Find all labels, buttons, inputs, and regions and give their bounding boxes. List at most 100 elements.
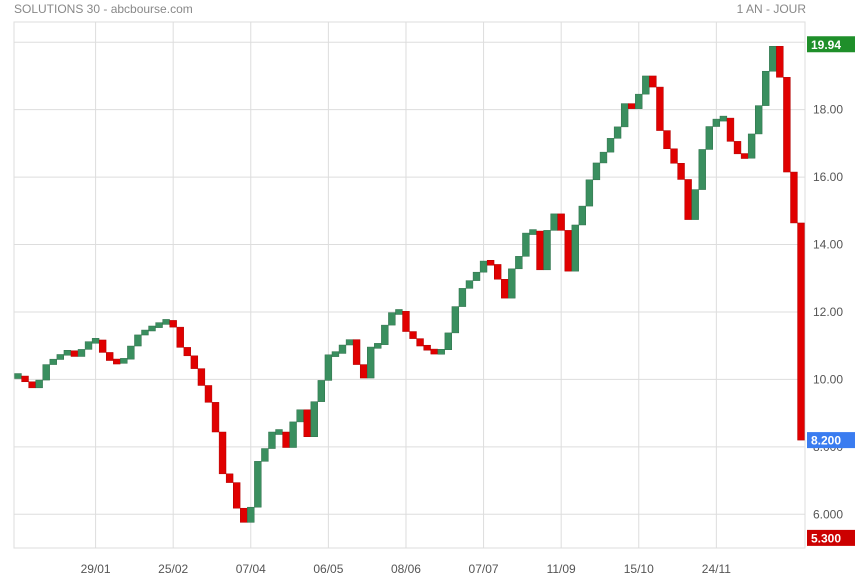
up-block xyxy=(345,339,354,346)
up-block xyxy=(754,105,763,135)
up-block xyxy=(769,46,777,72)
up-block xyxy=(324,354,333,381)
up-block xyxy=(91,338,100,344)
up-block xyxy=(381,324,389,345)
up-block xyxy=(747,133,756,159)
down-block xyxy=(416,338,424,347)
up-block xyxy=(458,288,467,307)
up-block xyxy=(592,162,601,181)
down-block xyxy=(797,222,805,441)
down-block xyxy=(176,326,184,348)
down-block xyxy=(402,311,410,332)
up-block xyxy=(395,309,403,315)
up-block xyxy=(268,431,276,449)
low-price-badge-text: 5.300 xyxy=(811,531,841,545)
down-block xyxy=(430,348,438,355)
down-block xyxy=(359,364,368,379)
down-block xyxy=(190,355,199,369)
up-block xyxy=(275,429,283,435)
x-tick-label: 11/09 xyxy=(547,562,576,576)
x-tick-label: 07/04 xyxy=(236,562,266,576)
y-tick-label: 12.00 xyxy=(813,305,843,319)
up-block xyxy=(472,271,481,281)
down-block xyxy=(783,77,791,173)
last-price-badge xyxy=(807,432,855,449)
x-tick-label: 15/10 xyxy=(624,562,654,576)
up-block xyxy=(141,329,149,336)
down-block xyxy=(790,171,798,224)
down-block xyxy=(409,331,417,339)
down-block xyxy=(677,163,685,180)
down-block xyxy=(501,279,509,299)
down-block xyxy=(225,473,234,483)
up-block xyxy=(712,118,721,127)
down-block xyxy=(564,230,572,272)
up-block xyxy=(63,350,72,356)
up-block xyxy=(599,151,608,164)
up-block xyxy=(127,345,135,360)
up-block xyxy=(367,346,375,379)
down-block xyxy=(183,347,191,357)
up-block xyxy=(571,224,579,272)
down-block xyxy=(684,179,692,220)
down-block xyxy=(28,381,36,389)
up-block xyxy=(437,349,445,355)
up-block xyxy=(261,448,269,462)
down-block xyxy=(211,402,220,433)
period-label: 1 AN - JOUR xyxy=(736,2,806,16)
down-block xyxy=(352,339,361,365)
up-block xyxy=(705,126,713,150)
x-tick-label: 07/07 xyxy=(469,562,499,576)
up-block xyxy=(698,149,706,190)
up-block xyxy=(331,351,340,357)
up-block xyxy=(148,325,156,332)
up-block xyxy=(374,343,382,349)
up-block xyxy=(606,138,615,153)
up-block xyxy=(310,401,318,437)
y-tick-label: 16.00 xyxy=(813,170,843,184)
down-block xyxy=(733,141,742,155)
up-block xyxy=(550,213,558,231)
down-block xyxy=(106,352,114,361)
down-block xyxy=(656,86,664,131)
up-block xyxy=(42,364,50,381)
down-block xyxy=(670,148,678,164)
up-block xyxy=(691,189,699,220)
y-tick-label: 6.000 xyxy=(813,507,843,521)
up-block xyxy=(444,332,452,350)
chart-title: SOLUTIONS 30 - abcbourse.com xyxy=(14,2,193,16)
up-block xyxy=(388,312,396,326)
down-block xyxy=(663,130,671,150)
up-block xyxy=(338,344,347,354)
down-block xyxy=(113,358,121,365)
x-tick-label: 24/11 xyxy=(702,562,731,576)
down-block xyxy=(423,344,431,351)
down-block xyxy=(486,259,495,266)
high-price-badge-text: 19.94 xyxy=(811,38,841,52)
up-block xyxy=(620,103,629,128)
up-block xyxy=(296,409,304,423)
down-block xyxy=(98,339,107,353)
down-block xyxy=(776,46,784,78)
down-block xyxy=(197,368,206,386)
y-tick-label: 18.00 xyxy=(813,103,843,117)
x-tick-label: 29/01 xyxy=(81,562,111,576)
up-block xyxy=(289,421,297,448)
up-block xyxy=(254,461,262,508)
last-price-badge-text: 8.200 xyxy=(811,434,841,448)
up-block xyxy=(120,358,128,364)
up-block xyxy=(635,93,643,109)
down-block xyxy=(303,409,311,437)
up-block xyxy=(77,349,86,357)
down-block xyxy=(628,103,636,109)
up-block xyxy=(642,75,650,95)
x-tick-label: 08/06 xyxy=(391,562,421,576)
down-block xyxy=(557,213,565,231)
up-block xyxy=(529,229,537,235)
high-price-badge xyxy=(807,36,855,53)
up-block xyxy=(162,319,170,325)
down-block xyxy=(649,75,657,88)
up-block xyxy=(585,179,594,207)
down-block xyxy=(70,350,79,357)
